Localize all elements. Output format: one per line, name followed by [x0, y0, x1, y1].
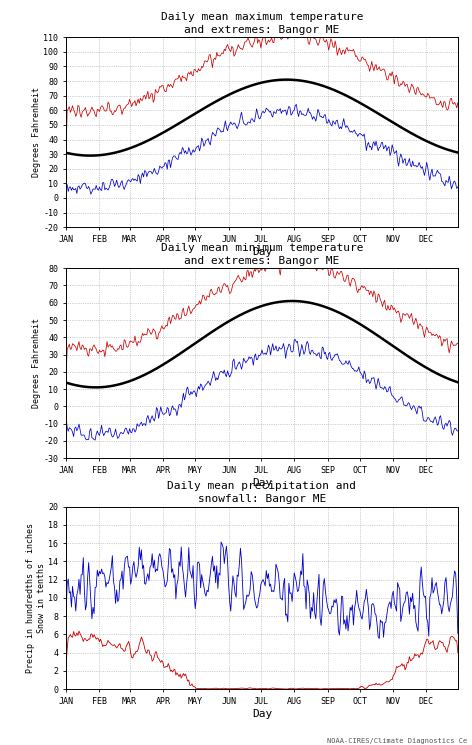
- Y-axis label: Precip in hundredths of inches
Snow in tenths: Precip in hundredths of inches Snow in t…: [26, 523, 46, 673]
- X-axis label: Day: Day: [252, 247, 272, 256]
- Y-axis label: Degrees Fahrenheit: Degrees Fahrenheit: [32, 318, 41, 408]
- Text: NOAA-CIRES/Climate Diagnostics Ce: NOAA-CIRES/Climate Diagnostics Ce: [327, 738, 467, 744]
- Title: Daily mean minimum temperature
and extremes: Bangor ME: Daily mean minimum temperature and extre…: [160, 243, 363, 266]
- Y-axis label: Degrees Fahrenheit: Degrees Fahrenheit: [32, 87, 41, 177]
- Title: Daily mean precipitation and
snowfall: Bangor ME: Daily mean precipitation and snowfall: B…: [168, 481, 356, 504]
- Title: Daily mean maximum temperature
and extremes: Bangor ME: Daily mean maximum temperature and extre…: [160, 12, 363, 35]
- X-axis label: Day: Day: [252, 478, 272, 487]
- X-axis label: Day: Day: [252, 708, 272, 718]
